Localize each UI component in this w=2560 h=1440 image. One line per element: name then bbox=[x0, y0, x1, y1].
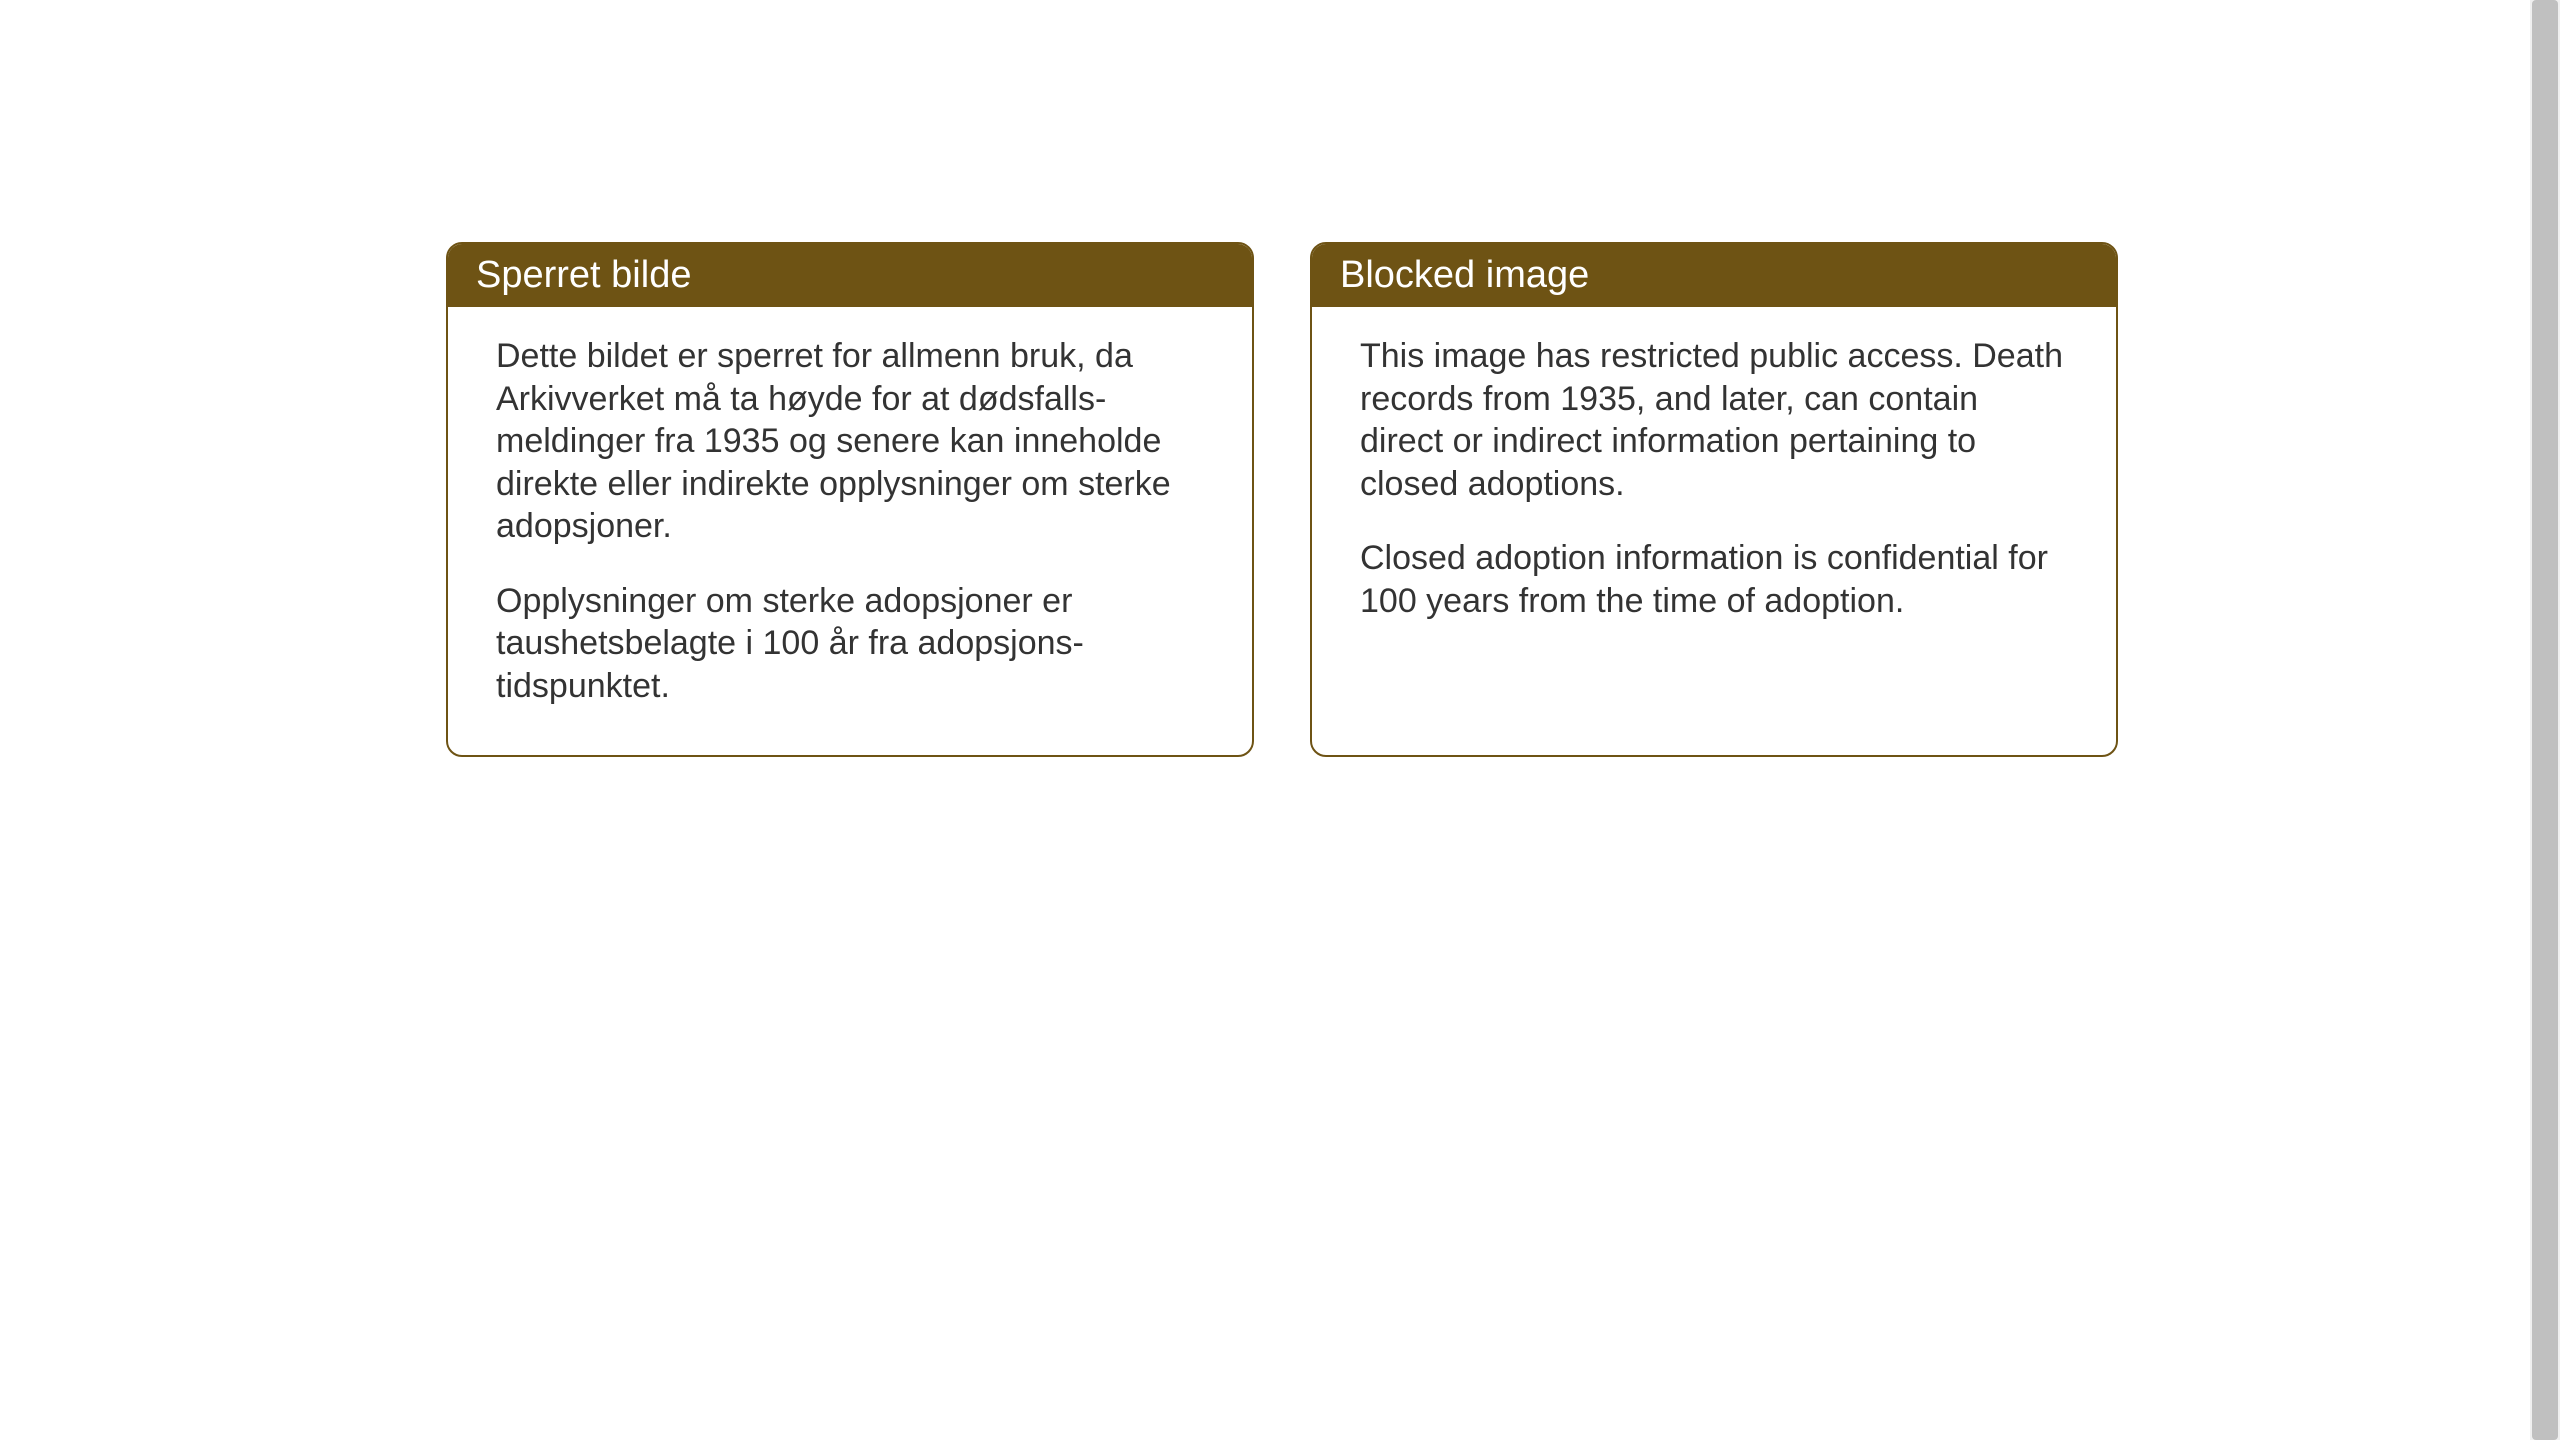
notice-title-english: Blocked image bbox=[1340, 254, 1589, 296]
notices-container: Sperret bilde Dette bildet er sperret fo… bbox=[446, 242, 2118, 757]
notice-box-english: Blocked image This image has restricted … bbox=[1310, 242, 2118, 757]
scrollbar-track[interactable] bbox=[2530, 0, 2560, 1440]
notice-paragraph1-norwegian: Dette bildet er sperret for allmenn bruk… bbox=[496, 335, 1204, 548]
notice-header-norwegian: Sperret bilde bbox=[448, 244, 1252, 307]
notice-header-english: Blocked image bbox=[1312, 244, 2116, 307]
notice-paragraph1-english: This image has restricted public access.… bbox=[1360, 335, 2068, 505]
notice-box-norwegian: Sperret bilde Dette bildet er sperret fo… bbox=[446, 242, 1254, 757]
notice-title-norwegian: Sperret bilde bbox=[476, 254, 691, 296]
notice-body-english: This image has restricted public access.… bbox=[1312, 307, 2116, 670]
notice-paragraph2-norwegian: Opplysninger om sterke adopsjoner er tau… bbox=[496, 580, 1204, 708]
notice-body-norwegian: Dette bildet er sperret for allmenn bruk… bbox=[448, 307, 1252, 755]
notice-paragraph2-english: Closed adoption information is confident… bbox=[1360, 537, 2068, 622]
scrollbar-thumb[interactable] bbox=[2532, 0, 2558, 1440]
